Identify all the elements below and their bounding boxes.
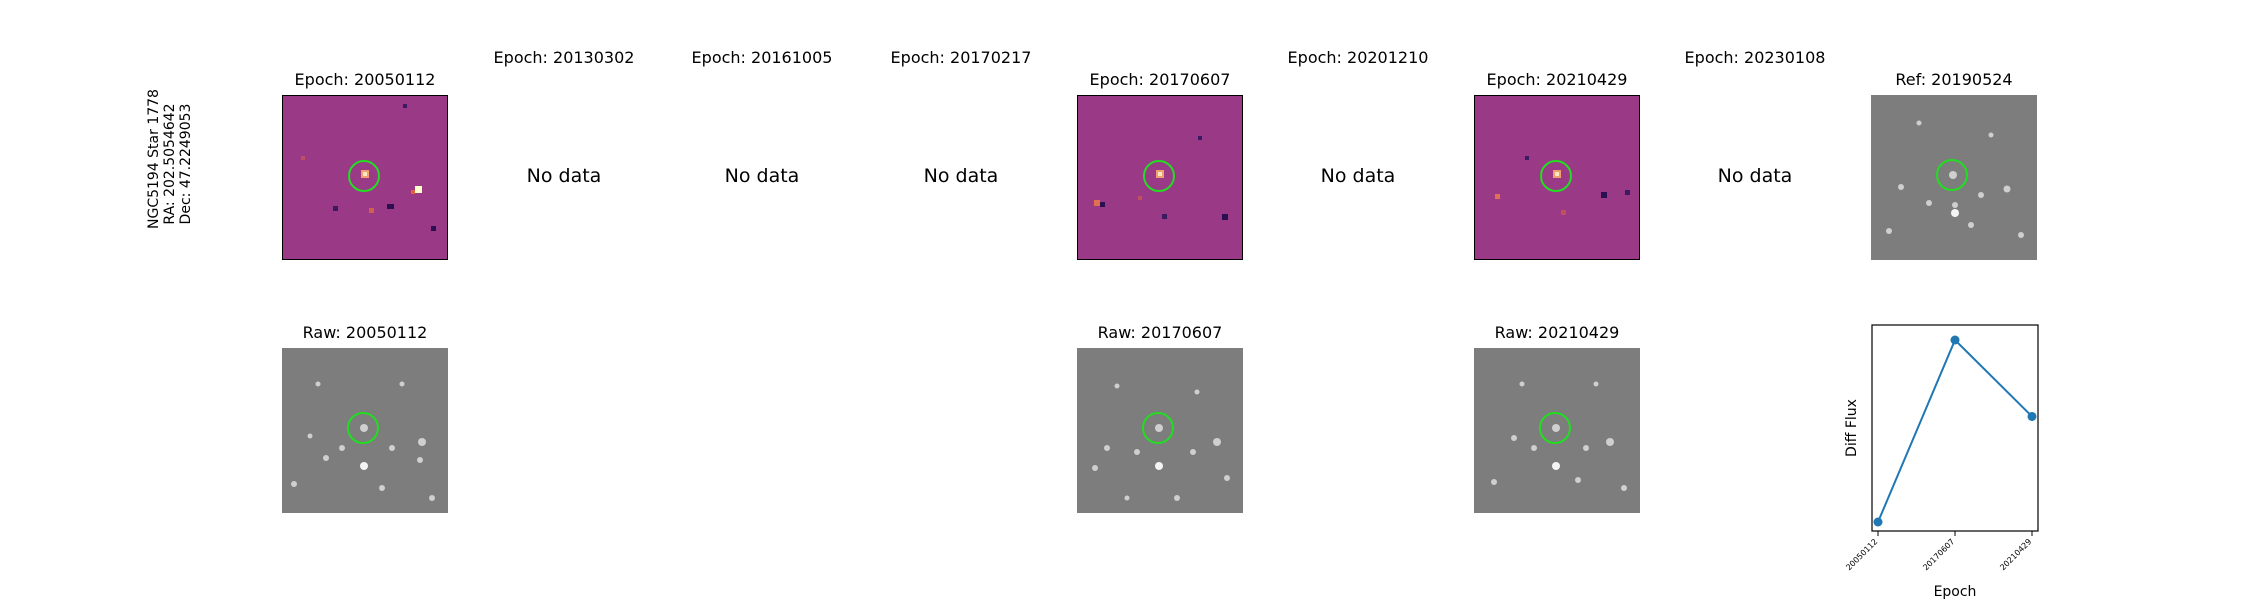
epoch-title-8: Epoch: 20230108 — [1684, 48, 1826, 67]
target-ring — [1540, 160, 1572, 192]
epoch-title-2: Epoch: 20130302 — [493, 48, 635, 67]
epoch-title-1: Epoch: 20050112 — [294, 70, 436, 89]
light-curve-chart: 20050112 20170607 20210429 Diff Flux Epoch — [1844, 324, 2039, 600]
ref-image-20190524 — [1871, 95, 2037, 260]
epoch-title-6: Epoch: 20201210 — [1287, 48, 1429, 67]
target-ring — [347, 412, 379, 444]
raw-image-20170607 — [1077, 348, 1243, 513]
diff-image-20050112 — [282, 95, 448, 260]
target-ring — [1539, 412, 1571, 444]
target-ring — [1143, 160, 1175, 192]
raw-title-20210429: Raw: 20210429 — [1494, 323, 1620, 342]
target-ring — [1936, 159, 1968, 191]
star-dec: Dec: 47.2249053 — [178, 103, 194, 225]
plot-frame — [1871, 324, 2039, 532]
x-tick-label: 20050112 — [1844, 537, 1879, 572]
x-tick-label: 20170607 — [1921, 537, 1956, 572]
star-info-label: NGC5194 Star 1778 RA: 202.5054642 Dec: 4… — [146, 89, 194, 229]
epoch-title-4: Epoch: 20170217 — [890, 48, 1032, 67]
no-data-20201210: No data — [1320, 165, 1396, 187]
no-data-20230108: No data — [1717, 165, 1793, 187]
data-point-20050112 — [1873, 517, 1883, 527]
star-ra: RA: 202.5054642 — [162, 103, 178, 225]
ref-title: Ref: 20190524 — [1895, 70, 2013, 89]
raw-image-20050112 — [282, 348, 448, 513]
no-data-20130302: No data — [526, 165, 602, 187]
no-data-20170217: No data — [923, 165, 999, 187]
y-axis-label: Diff Flux — [1844, 399, 1860, 457]
no-data-20161005: No data — [724, 165, 800, 187]
raw-title-20170607: Raw: 20170607 — [1097, 323, 1223, 342]
diff-image-20210429 — [1474, 95, 1640, 260]
diff-flux-line — [1877, 338, 2033, 523]
data-point-20210429 — [2027, 411, 2037, 421]
raw-title-20050112: Raw: 20050112 — [302, 323, 428, 342]
x-tick-label: 20210429 — [1998, 537, 2033, 572]
target-ring — [348, 160, 380, 192]
diff-image-20170607 — [1077, 95, 1243, 260]
epoch-title-7: Epoch: 20210429 — [1486, 70, 1628, 89]
epoch-title-3: Epoch: 20161005 — [691, 48, 833, 67]
epoch-title-5: Epoch: 20170607 — [1089, 70, 1231, 89]
data-point-20170607 — [1950, 335, 1960, 345]
x-axis-label: Epoch — [1934, 584, 1977, 600]
raw-image-20210429 — [1474, 348, 1640, 513]
target-ring — [1142, 412, 1174, 444]
star-name: NGC5194 Star 1778 — [146, 89, 162, 229]
